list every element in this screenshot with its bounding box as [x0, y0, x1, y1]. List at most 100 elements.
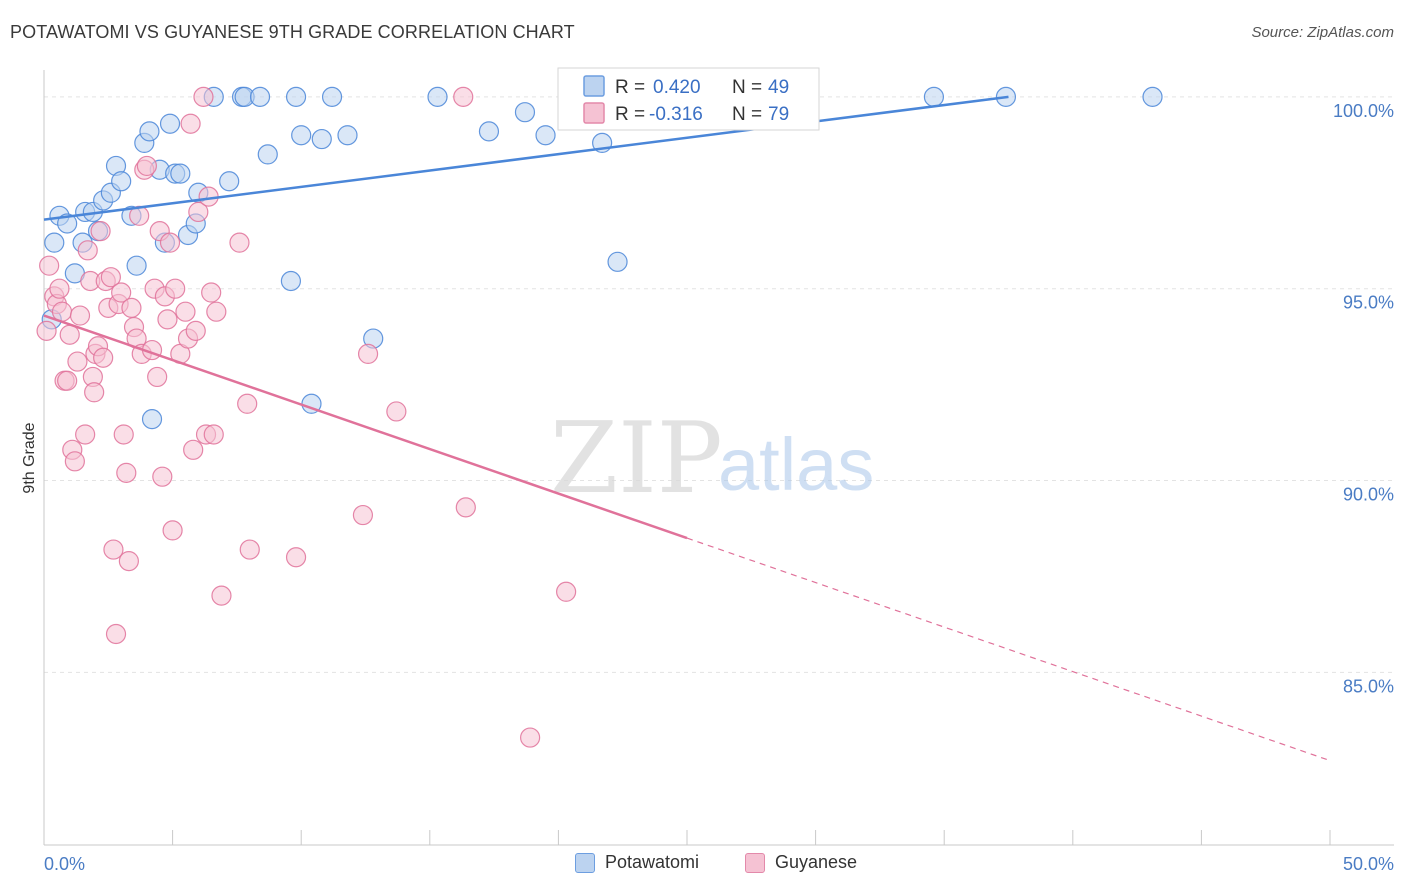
watermark: ZIP atlas: [550, 402, 874, 516]
y-tick-label-100: 100.0%: [1333, 101, 1394, 121]
point-potawatomi-31: [257, 144, 278, 165]
point-potawatomi-12: [111, 171, 132, 192]
y-axis-title: 9th Grade: [21, 422, 38, 493]
bottom-legend-potawatomi: Potawatomi: [575, 852, 699, 873]
point-potawatomi-1: [44, 232, 65, 253]
y-tick-label-85: 85.0%: [1343, 676, 1394, 696]
point-potawatomi-46: [607, 251, 628, 272]
point-potawatomi-16: [139, 121, 160, 142]
legend-swatch-potawatomi: [583, 75, 605, 97]
y-tick-label-90: 90.0%: [1343, 485, 1394, 505]
point-guyanese-73: [556, 581, 577, 602]
point-potawatomi-27: [219, 171, 240, 192]
bottom-legend-guyanese: Guyanese: [745, 852, 857, 873]
point-guyanese-66: [285, 547, 307, 568]
legend: R = 0.420 N = 49 R = -0.316 N = 79: [557, 67, 820, 131]
chart-title: POTAWATOMI VS GUYANESE 9TH GRADE CORRELA…: [10, 22, 575, 42]
point-guyanese-25: [103, 539, 124, 560]
x-ticks: [43, 830, 1331, 845]
y-tick-labels: 85.0% 90.0% 95.0% 100.0%: [1333, 101, 1394, 696]
point-guyanese-72: [520, 727, 541, 748]
point-guyanese-24: [100, 267, 121, 288]
point-potawatomi-38: [337, 125, 358, 146]
point-guyanese-11: [67, 351, 88, 372]
point-guyanese-21: [93, 347, 114, 368]
legend-n-label-1: N =: [732, 77, 762, 98]
legend-swatch-guyanese: [583, 102, 605, 124]
watermark-zip: ZIP: [550, 402, 723, 516]
point-guyanese-29: [113, 424, 134, 445]
legend-n-label-2: N =: [732, 104, 762, 125]
trend-lines: [43, 95, 1331, 762]
point-guyanese-30: [116, 462, 137, 483]
point-potawatomi-34: [291, 125, 312, 146]
point-guyanese-4: [49, 278, 70, 299]
point-potawatomi-37: [321, 86, 343, 107]
legend-r-label-1: R =: [615, 77, 645, 98]
point-potawatomi-47: [923, 86, 945, 107]
point-guyanese-50: [175, 301, 196, 322]
point-guyanese-32: [121, 297, 142, 318]
point-guyanese-8: [59, 324, 80, 345]
chart-source: Source: ZipAtlas.com: [1251, 24, 1394, 41]
point-guyanese-68: [357, 343, 379, 365]
point-potawatomi-32: [280, 270, 302, 292]
x-tick-label-max: 50.0%: [1343, 854, 1394, 874]
point-guyanese-46: [159, 232, 181, 253]
data-points: [36, 86, 1163, 748]
point-potawatomi-14: [126, 255, 147, 276]
point-guyanese-20: [90, 221, 111, 242]
point-guyanese-14: [77, 240, 98, 261]
x-tick-label-min: 0.0%: [44, 854, 85, 874]
point-guyanese-61: [206, 301, 227, 322]
point-guyanese-12: [69, 305, 91, 326]
legend-n-value-2: 79: [768, 104, 789, 125]
point-guyanese-71: [455, 497, 476, 518]
point-guyanese-62: [211, 585, 232, 606]
point-guyanese-38: [136, 155, 157, 177]
point-guyanese-60: [203, 424, 224, 445]
point-guyanese-59: [201, 282, 222, 303]
trend-line-potawatomi: [43, 95, 1009, 221]
trend-line-guyanese: [43, 314, 688, 540]
point-guyanese-41: [147, 366, 168, 388]
point-guyanese-47: [162, 520, 183, 541]
point-guyanese-53: [183, 439, 204, 460]
legend-n-value-1: 49: [768, 77, 789, 98]
axes: [43, 70, 1394, 846]
bottom-legend-label-guyanese: Guyanese: [775, 852, 858, 872]
point-potawatomi-36: [311, 128, 332, 150]
bottom-legend-label-potawatomi: Potawatomi: [605, 852, 700, 872]
point-guyanese-1: [39, 255, 60, 276]
point-guyanese-55: [188, 201, 209, 223]
point-guyanese-69: [386, 401, 407, 422]
point-guyanese-10: [64, 451, 85, 472]
watermark-atlas: atlas: [718, 423, 874, 506]
point-guyanese-70: [453, 86, 474, 107]
point-potawatomi-43: [535, 125, 556, 146]
point-guyanese-63: [229, 232, 250, 253]
point-guyanese-64: [237, 393, 258, 414]
point-guyanese-7: [57, 370, 78, 391]
point-guyanese-17: [84, 382, 105, 403]
y-tick-label-95: 95.0%: [1343, 293, 1394, 313]
point-potawatomi-3: [57, 213, 78, 234]
legend-r-value-2: -0.316: [649, 104, 703, 125]
point-guyanese-26: [105, 623, 127, 645]
point-guyanese-43: [152, 466, 173, 487]
point-guyanese-45: [157, 309, 178, 330]
bottom-legend-swatch-guyanese: [745, 852, 765, 873]
point-guyanese-28: [111, 282, 132, 303]
point-guyanese-67: [352, 504, 374, 526]
legend-r-value-1: 0.420: [653, 77, 701, 98]
bottom-legend-swatch-potawatomi: [575, 852, 595, 873]
point-potawatomi-41: [478, 121, 500, 142]
point-potawatomi-30: [249, 86, 271, 107]
point-guyanese-0: [36, 320, 57, 341]
point-potawatomi-40: [427, 86, 448, 107]
point-guyanese-13: [75, 424, 96, 445]
point-guyanese-31: [118, 550, 139, 572]
point-potawatomi-20: [159, 113, 181, 134]
point-guyanese-65: [239, 539, 260, 560]
